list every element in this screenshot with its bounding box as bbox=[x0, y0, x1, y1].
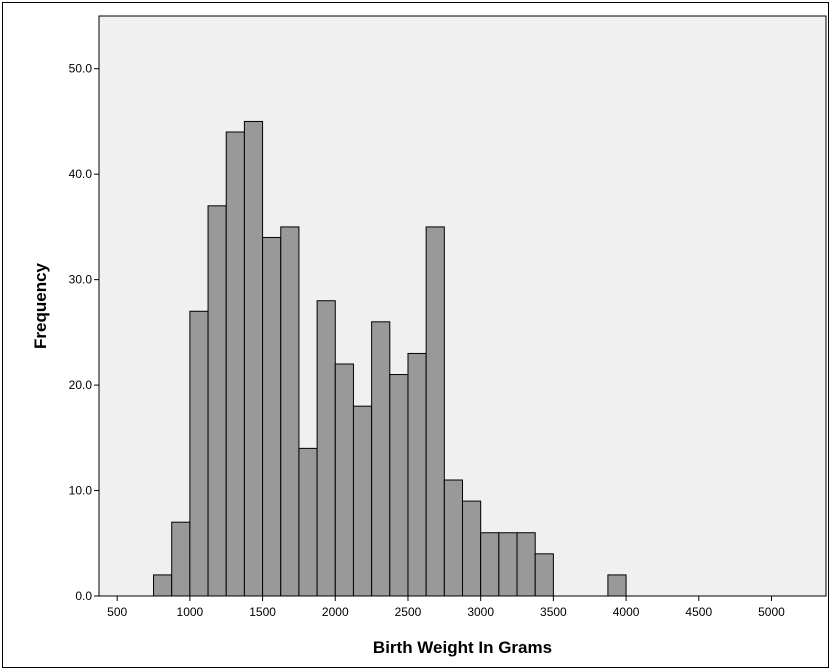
x-tick-label: 3000 bbox=[467, 605, 494, 619]
histogram-bar bbox=[371, 321, 391, 597]
x-tick-label: 2500 bbox=[395, 605, 422, 619]
y-tick-label: 50.0 bbox=[69, 62, 93, 76]
y-tick-label: 0.0 bbox=[75, 589, 92, 603]
histogram-bar bbox=[207, 205, 227, 597]
x-tick-label: 2000 bbox=[322, 605, 349, 619]
histogram-bar bbox=[498, 532, 518, 597]
x-tick-label: 1000 bbox=[177, 605, 204, 619]
histogram-chart: 0.0 10.0 20.0 30.0 40.0 50.0 500 1000 1500 2000 2… bbox=[31, 15, 827, 657]
histogram-bar bbox=[389, 374, 409, 597]
histogram-bar bbox=[153, 574, 173, 597]
histogram-bar bbox=[352, 405, 373, 597]
histogram-bar bbox=[334, 363, 354, 597]
histogram-bar bbox=[298, 447, 318, 597]
x-axis: 500 1000 1500 2000 2500 3000 3500 4000 4500 5000 bbox=[107, 596, 785, 619]
x-tick-label: 3500 bbox=[540, 605, 567, 619]
histogram-bar bbox=[171, 521, 191, 597]
histogram-bar bbox=[262, 236, 282, 597]
y-axis: 0.0 10.0 20.0 30.0 40.0 50.0 bbox=[69, 62, 99, 603]
bars-group bbox=[153, 120, 627, 597]
histogram-bar bbox=[225, 131, 245, 597]
histogram-bar bbox=[462, 500, 482, 597]
x-tick-label: 4500 bbox=[685, 605, 712, 619]
histogram-bar bbox=[407, 352, 427, 597]
histogram-bar bbox=[280, 226, 300, 597]
x-tick-label: 500 bbox=[107, 605, 127, 619]
x-tick-label: 5000 bbox=[758, 605, 785, 619]
x-tick-label: 4000 bbox=[613, 605, 640, 619]
y-axis-title: Frequency bbox=[31, 262, 50, 349]
histogram-bar bbox=[189, 310, 209, 597]
x-axis-title: Birth Weight In Grams bbox=[373, 638, 552, 657]
histogram-bar bbox=[607, 574, 627, 597]
y-tick-label: 30.0 bbox=[69, 273, 93, 287]
y-tick-label: 20.0 bbox=[69, 378, 93, 392]
histogram-bar bbox=[243, 120, 264, 597]
histogram-bar bbox=[443, 479, 464, 597]
x-tick-label: 1500 bbox=[249, 605, 276, 619]
y-tick-label: 10.0 bbox=[69, 484, 93, 498]
histogram-bar bbox=[480, 532, 500, 597]
histogram-bar bbox=[534, 553, 554, 597]
histogram-bar bbox=[516, 532, 536, 597]
histogram-bar bbox=[425, 226, 445, 597]
histogram-bar bbox=[316, 300, 336, 597]
y-tick-label: 40.0 bbox=[69, 167, 93, 181]
